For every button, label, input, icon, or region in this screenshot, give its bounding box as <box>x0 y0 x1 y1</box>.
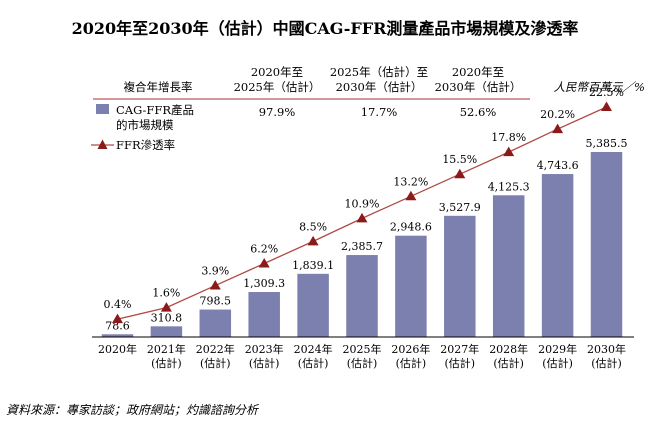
x-tick-label-5: 2024年 <box>294 342 333 356</box>
x-tick-label-3: 2022年 <box>196 342 235 356</box>
bar-1 <box>101 334 134 337</box>
x-tick-label-10: 2029年 <box>538 342 577 356</box>
x-tick-label-8: 2027年 <box>440 342 479 356</box>
x-tick-sublabel-5: (估計) <box>298 356 329 370</box>
penetration-label-5: 8.5% <box>299 220 327 233</box>
cagr-col-1-value: 97.9% <box>259 105 296 119</box>
bar-value-label-11: 5,385.5 <box>586 137 628 150</box>
penetration-label-10: 20.2% <box>540 108 575 121</box>
penetration-marker-3 <box>209 280 221 290</box>
penetration-label-3: 3.9% <box>201 265 229 278</box>
bar-10 <box>541 174 574 337</box>
x-tick-sublabel-8: (估計) <box>445 356 476 370</box>
bar-value-label-10: 4,743.6 <box>537 159 579 172</box>
bar-8 <box>444 215 476 337</box>
penetration-marker-2 <box>160 302 172 312</box>
unit-label: 人民幣百萬元／% <box>554 80 645 94</box>
cagr-col-1-line1: 2020年至 <box>251 65 303 79</box>
x-tick-label-4: 2023年 <box>245 342 284 356</box>
cagr-table: 複合年增長率 2020年至 2025年（估計） 2025年（估計）至 2030年… <box>93 65 530 119</box>
legend: CAG-FFR產品 的市場規模 FFR滲透率 <box>91 103 194 152</box>
penetration-label-4: 6.2% <box>250 242 278 255</box>
plot-area: 78.62020年310.82021年(估計)798.52022年(估計)1,3… <box>98 86 628 370</box>
bar-value-label-9: 4,125.3 <box>488 180 530 193</box>
bar-3 <box>199 309 232 337</box>
bar-value-label-5: 1,839.1 <box>292 259 334 272</box>
bar-11 <box>590 152 623 337</box>
x-tick-label-6: 2025年 <box>343 342 382 356</box>
penetration-label-7: 13.2% <box>393 175 428 188</box>
chart-title: 2020年至2030年（估計）中國CAG-FFR測量產品市場規模及滲透率 <box>72 19 579 38</box>
penetration-marker-6 <box>356 212 368 223</box>
cagr-col-3-line2: 2030年（估計） <box>435 80 522 94</box>
source-note: 資料來源：專家訪談；政府網站；灼識諮詢分析 <box>6 403 260 417</box>
bar-value-label-3: 798.5 <box>200 295 232 308</box>
penetration-marker-9 <box>503 146 515 157</box>
bar-9 <box>492 195 525 337</box>
cagr-col-2-line1: 2025年（估計）至 <box>330 65 428 79</box>
bar-4 <box>248 292 280 337</box>
penetration-label-8: 15.5% <box>442 153 477 166</box>
bar-value-label-6: 2,385.7 <box>341 240 383 253</box>
penetration-label-9: 17.8% <box>491 131 526 144</box>
legend-bar-label-line1: CAG-FFR產品 <box>116 103 194 117</box>
penetration-marker-5 <box>307 235 319 246</box>
legend-bar-label-line2: 的市場規模 <box>116 118 174 132</box>
x-tick-label-1: 2020年 <box>98 342 137 356</box>
legend-line-label: FFR滲透率 <box>116 138 175 152</box>
x-tick-sublabel-3: (估計) <box>200 356 231 370</box>
bar-value-label-2: 310.8 <box>151 311 183 324</box>
penetration-label-2: 1.6% <box>152 287 180 300</box>
penetration-marker-1 <box>112 313 123 324</box>
bar-value-label-7: 2,948.6 <box>390 221 432 234</box>
bar-6 <box>346 255 378 337</box>
x-tick-label-9: 2028年 <box>489 342 528 356</box>
x-tick-sublabel-10: (估計) <box>542 356 573 370</box>
cagr-col-1-line2: 2025年（估計） <box>234 80 321 94</box>
bar-value-label-8: 3,527.9 <box>439 201 481 214</box>
x-tick-sublabel-7: (估計) <box>396 356 427 370</box>
x-tick-sublabel-4: (估計) <box>249 356 280 370</box>
x-tick-sublabel-2: (估計) <box>151 356 182 370</box>
cagr-col-2-value: 17.7% <box>361 105 398 119</box>
x-tick-sublabel-6: (估計) <box>347 356 378 370</box>
penetration-label-6: 10.9% <box>345 197 380 210</box>
penetration-marker-11 <box>601 101 612 111</box>
cagr-col-2-line2: 2030年（估計） <box>336 80 423 94</box>
x-tick-label-11: 2030年 <box>587 342 626 356</box>
cagr-header-label: 複合年增長率 <box>124 80 193 94</box>
legend-bar-swatch <box>96 104 109 114</box>
bar-value-label-4: 1,309.3 <box>243 277 285 290</box>
x-tick-label-2: 2021年 <box>147 342 186 356</box>
cagr-col-3-line1: 2020年至 <box>452 65 504 79</box>
bar-2 <box>150 326 183 337</box>
legend-triangle-icon <box>97 139 108 149</box>
penetration-marker-8 <box>454 168 466 179</box>
penetration-marker-10 <box>552 123 564 134</box>
penetration-label-1: 0.4% <box>104 298 132 311</box>
x-tick-label-7: 2026年 <box>391 342 430 356</box>
bar-7 <box>395 235 427 337</box>
bar-value-label-1: 78.6 <box>105 319 130 332</box>
penetration-label-11: 22.5% <box>589 86 624 99</box>
bar-5 <box>297 273 329 337</box>
cagr-col-3-value: 52.6% <box>460 105 497 119</box>
x-tick-sublabel-11: (估計) <box>591 356 622 370</box>
x-tick-sublabel-9: (估計) <box>493 356 524 370</box>
penetration-marker-4 <box>258 257 270 268</box>
penetration-marker-7 <box>405 190 417 201</box>
